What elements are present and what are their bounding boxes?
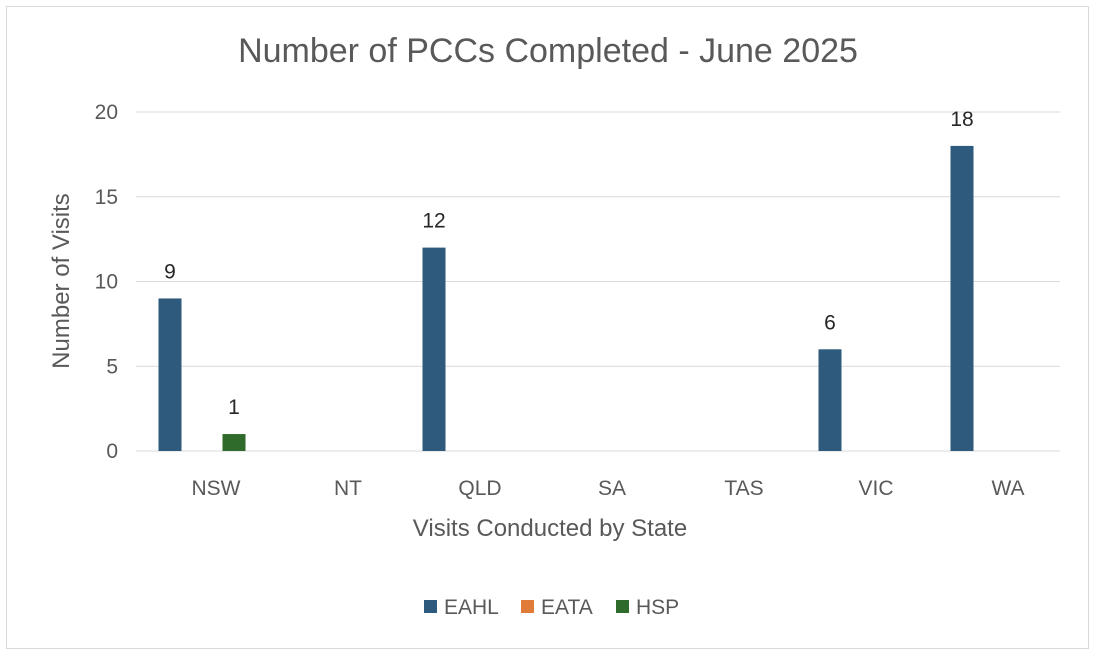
y-tick-label: 0: [106, 440, 118, 463]
x-axis-title: Visits Conducted by State: [413, 515, 687, 542]
x-tick-label: VIC: [858, 477, 893, 500]
x-tick-label: NT: [334, 477, 362, 500]
x-tick-label: SA: [598, 477, 626, 500]
gridlines: [136, 111, 1060, 452]
bar-chart: Number of PCCs Completed - June 2025 0 5 1…: [48, 32, 1060, 619]
chart-frame: Number of PCCs Completed - June 2025 0 5 1…: [6, 6, 1089, 649]
bar-eahl-nsw: [158, 298, 182, 451]
bar-eahl-qld: [422, 247, 446, 451]
y-tick-label: 20: [95, 101, 118, 124]
bar-eahl-wa: [950, 145, 974, 451]
x-axis-ticks: NSW NT QLD SA TAS VIC WA: [192, 477, 1025, 500]
x-tick-label: NSW: [192, 477, 241, 500]
data-label: 12: [422, 210, 445, 233]
x-tick-label: TAS: [724, 477, 763, 500]
y-tick-label: 5: [106, 355, 118, 378]
data-label: 18: [950, 108, 973, 131]
legend-label-eahl: EAHL: [444, 596, 499, 619]
legend-swatch-eahl: [424, 600, 437, 613]
bars: [158, 145, 974, 451]
bar-hsp-nsw: [222, 434, 246, 451]
y-tick-label: 15: [95, 186, 118, 209]
bar-eahl-vic: [818, 349, 842, 451]
legend-label-eata: EATA: [541, 596, 593, 619]
data-label: 1: [228, 396, 240, 419]
y-tick-label: 10: [95, 271, 118, 294]
data-label: 9: [164, 260, 176, 283]
legend-swatch-hsp: [616, 600, 629, 613]
legend-label-hsp: HSP: [636, 596, 679, 619]
legend: EAHL EATA HSP: [424, 596, 679, 619]
chart-title: Number of PCCs Completed - June 2025: [238, 32, 858, 70]
legend-swatch-eata: [521, 600, 534, 613]
x-tick-label: WA: [991, 477, 1024, 500]
y-axis-title: Number of Visits: [48, 193, 75, 369]
x-tick-label: QLD: [458, 477, 501, 500]
data-label: 6: [824, 311, 836, 334]
data-labels: 9 1 12 6 18: [164, 108, 974, 419]
y-axis-ticks: 0 5 10 15 20: [95, 101, 118, 463]
